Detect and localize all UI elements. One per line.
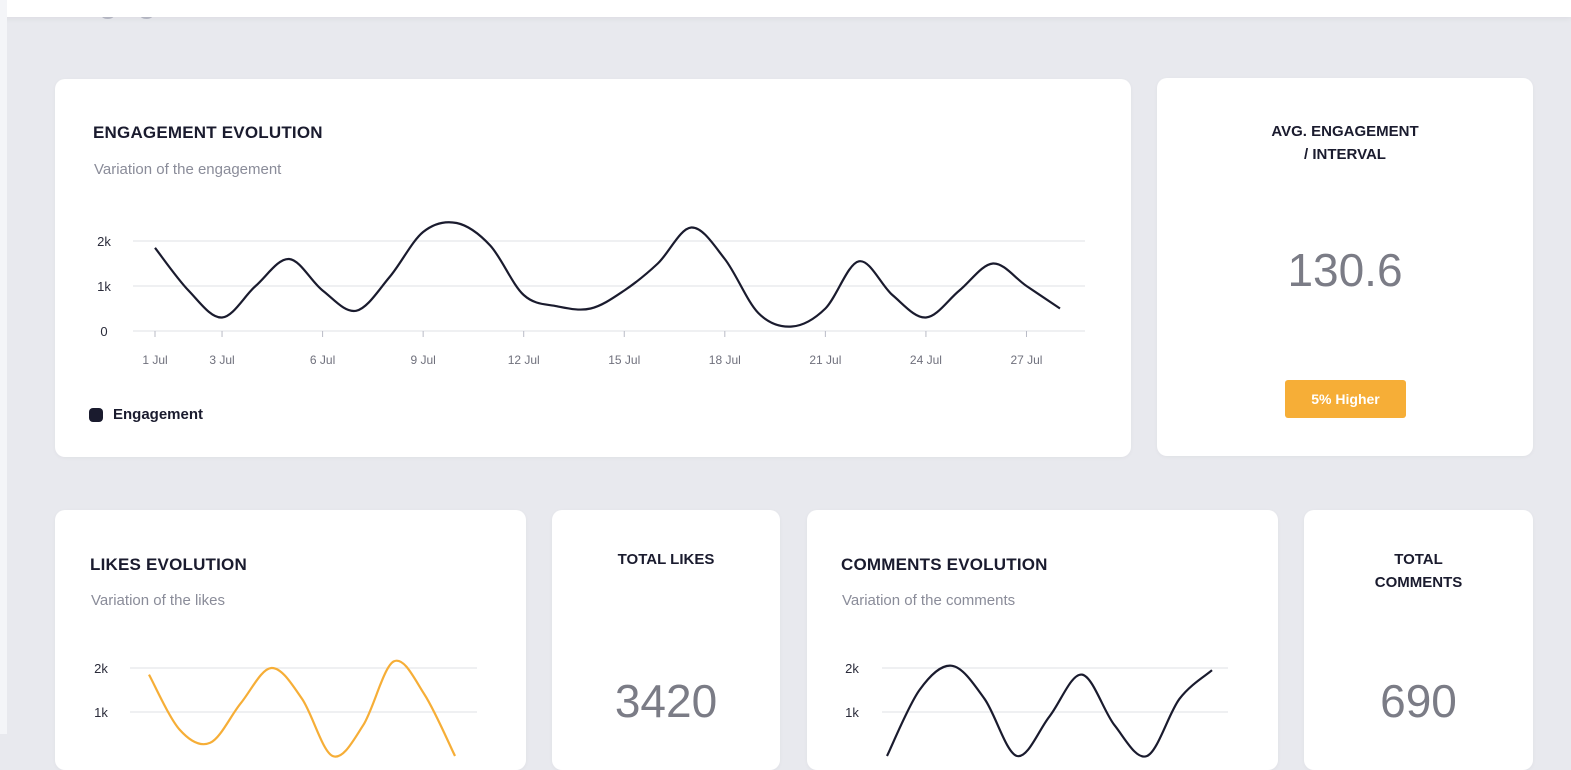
legend-swatch [89, 407, 103, 422]
card-title: COMMENTS EVOLUTION [841, 555, 1048, 574]
y-tick-label: 1k [845, 705, 859, 720]
x-tick-label: 6 Jul [310, 353, 335, 367]
total-comments-value: 690 [1380, 675, 1457, 727]
avg-engagement-value: 130.6 [1287, 244, 1403, 296]
x-tick-label: 3 Jul [209, 353, 234, 367]
card-title: LIKES EVOLUTION [90, 555, 247, 574]
total-likes-card: TOTAL LIKES 3420 [552, 510, 780, 770]
card-subtitle: Variation of the engagement [94, 161, 282, 178]
x-tick-label: 1 Jul [142, 353, 167, 367]
y-tick-label: 0 [100, 324, 107, 339]
x-tick-label: 27 Jul [1010, 353, 1042, 367]
total-likes-value: 3420 [614, 675, 718, 727]
avg-engagement-card: AVG. ENGAGEMENT / INTERVAL 130.6 5% High… [1157, 78, 1533, 456]
y-tick-label: 2k [94, 661, 108, 676]
stat-title-line2: COMMENTS [1374, 574, 1463, 591]
x-tick-label: 15 Jul [608, 353, 640, 367]
card-subtitle: Variation of the likes [91, 592, 225, 609]
x-tick-label: 12 Jul [508, 353, 540, 367]
left-edge [0, 0, 7, 734]
x-tick-label: 21 Jul [809, 353, 841, 367]
x-tick-label: 9 Jul [410, 353, 435, 367]
total-comments-card: TOTAL COMMENTS 690 [1304, 510, 1533, 770]
y-tick-label: 1k [94, 705, 108, 720]
x-tick-label: 18 Jul [709, 353, 741, 367]
comments-series-line[interactable] [886, 664, 1213, 758]
comparison-badge: 5% Higher [1285, 380, 1406, 418]
chart-legend[interactable]: Engagement [89, 406, 203, 423]
stat-title: TOTAL COMMENTS [1304, 548, 1533, 594]
x-tick-label: 24 Jul [910, 353, 942, 367]
card-subtitle: Variation of the comments [842, 592, 1016, 609]
comments-chart[interactable]: 1k 2k [807, 510, 1278, 770]
stat-title: AVG. ENGAGEMENT / INTERVAL [1157, 120, 1533, 166]
likes-chart[interactable]: 1k 2k [55, 510, 526, 770]
likes-evolution-card: LIKES EVOLUTION Variation of the likes 1… [55, 510, 526, 770]
y-tick-label: 2k [845, 661, 859, 676]
engagement-series-line[interactable] [154, 221, 1061, 328]
engagement-evolution-card: ENGAGEMENT EVOLUTION Variation of the en… [55, 79, 1131, 457]
stat-title-line1: AVG. ENGAGEMENT [1271, 123, 1419, 140]
comments-evolution-card: COMMENTS EVOLUTION Variation of the comm… [807, 510, 1278, 770]
stat-title: TOTAL LIKES [617, 551, 715, 568]
engagement-chart[interactable]: 0 1k 2k 1 Jul 3 Jul 6 Jul 9 Jul 12 Jul 15 Jul 18… [55, 79, 1131, 457]
top-bar [0, 0, 1571, 17]
stat-title-line2: / INTERVAL [1304, 146, 1386, 163]
card-title: ENGAGEMENT EVOLUTION [93, 123, 323, 142]
y-tick-label: 2k [97, 234, 111, 249]
likes-series-line[interactable] [148, 659, 456, 758]
legend-label: Engagement [113, 406, 204, 423]
stat-title-line1: TOTAL [1394, 551, 1443, 568]
y-tick-label: 1k [97, 279, 111, 294]
